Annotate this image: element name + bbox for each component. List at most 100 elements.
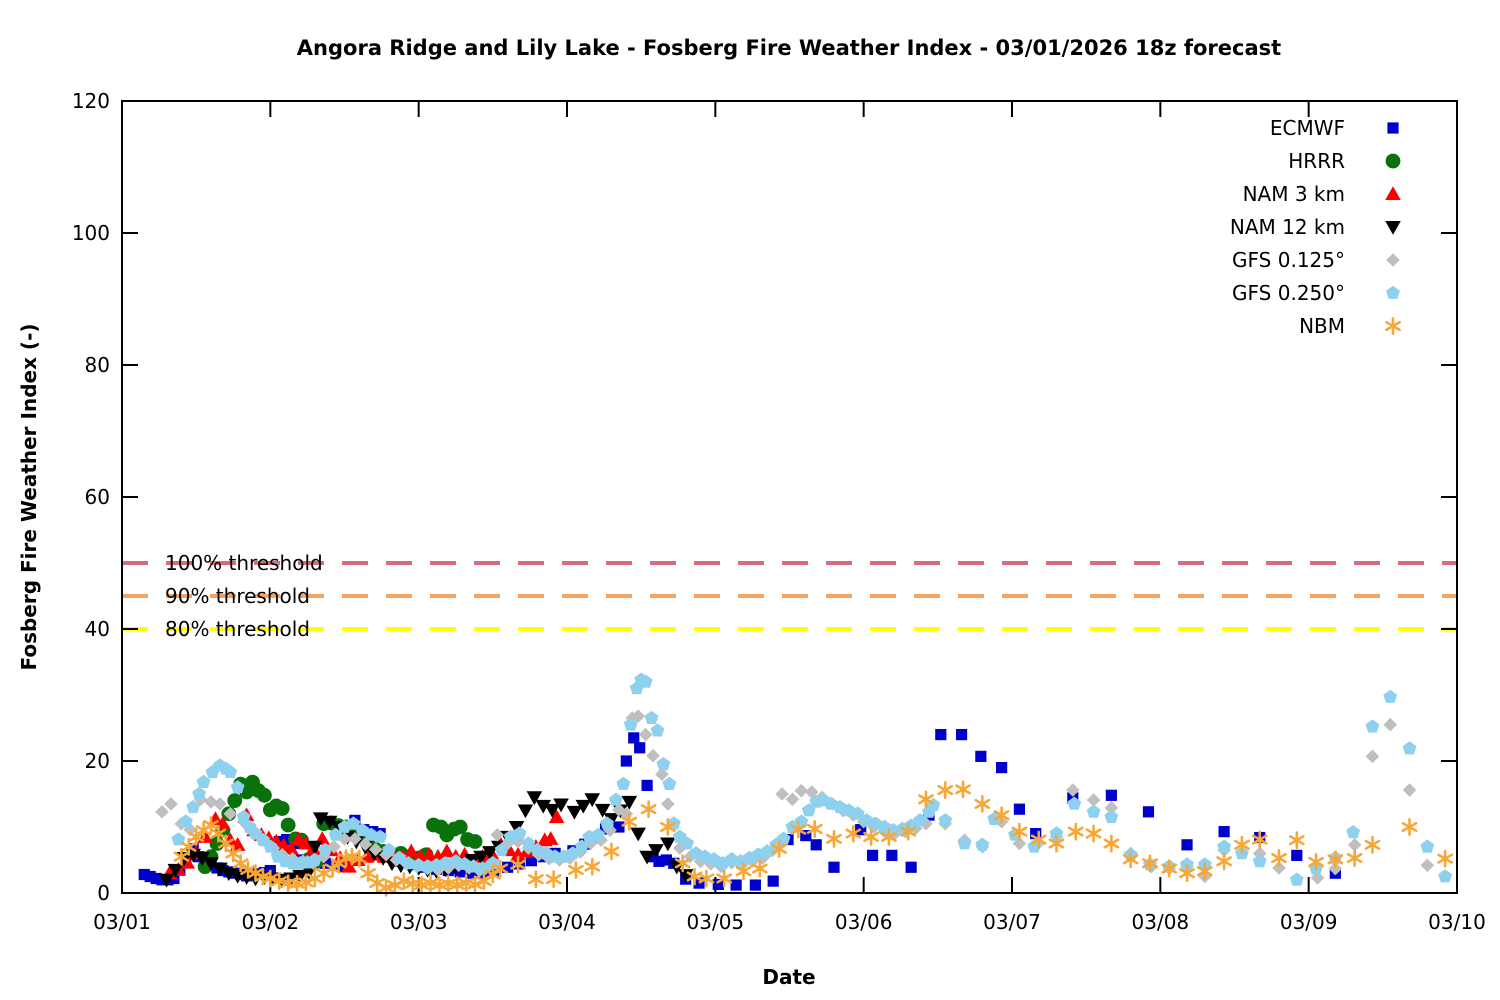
data-point [138, 868, 150, 881]
data-point [1181, 839, 1193, 851]
data-point [644, 710, 659, 724]
data-point [346, 816, 361, 830]
data-point [213, 797, 227, 811]
data-point [1346, 849, 1363, 867]
data-point [771, 839, 787, 858]
data-point [490, 828, 505, 842]
data-point [600, 816, 614, 830]
data-point [369, 874, 386, 892]
data-point [454, 866, 466, 878]
data-point [584, 857, 601, 876]
legend-label-nam-12-km: NAM 12 km [1230, 215, 1345, 239]
data-point [905, 861, 917, 873]
data-point [1030, 830, 1047, 849]
x-tick-label: 03/02 [242, 910, 300, 934]
data-point [828, 861, 840, 873]
data-point [1386, 253, 1400, 267]
data-point [698, 869, 715, 888]
data-point [616, 776, 631, 790]
data-point [566, 805, 583, 820]
data-point [937, 781, 954, 799]
data-point [1308, 853, 1324, 871]
data-point [826, 829, 842, 848]
data-point [1216, 852, 1232, 871]
data-point [735, 862, 752, 881]
data-point [307, 852, 322, 866]
data-point [324, 859, 341, 878]
data-point [223, 807, 238, 821]
data-point [466, 867, 478, 879]
data-point [1013, 803, 1026, 815]
data-point [223, 764, 238, 779]
data-point [674, 854, 691, 873]
data-point [655, 767, 669, 781]
data-point [318, 842, 333, 856]
data-point [1103, 834, 1120, 853]
legend-label-nbm: NBM [1299, 314, 1345, 338]
data-point [492, 859, 509, 878]
y-tick-label: 0 [97, 881, 110, 905]
x-tick-label: 03/10 [1428, 910, 1486, 934]
data-point [263, 839, 278, 853]
data-point [1327, 850, 1344, 869]
data-point [482, 846, 498, 860]
data-point [594, 803, 611, 818]
data-point [850, 806, 865, 820]
x-tick-label: 03/07 [983, 910, 1041, 934]
data-point [1218, 826, 1230, 838]
data-point [1012, 836, 1027, 851]
data-point [1385, 221, 1401, 235]
x-axis-label: Date [762, 965, 815, 989]
data-point [508, 821, 525, 835]
data-point [179, 854, 196, 869]
data-point [307, 840, 323, 855]
data-point [957, 836, 972, 850]
data-point [620, 755, 632, 767]
data-point [225, 844, 242, 863]
data-point [749, 879, 761, 891]
legend: ECMWF HRRR NAM 3 km NAM 12 km GFS 0.125° GFS … [1230, 116, 1401, 338]
data-point [1251, 830, 1268, 849]
x-tick-label: 03/08 [1132, 910, 1190, 934]
data-point [230, 780, 245, 794]
data-point [918, 790, 934, 809]
data-point [648, 844, 664, 858]
legend-label-nam-3-km: NAM 3 km [1243, 182, 1345, 206]
legend-item-ecmwf: ECMWF [1270, 116, 1399, 140]
data-point [452, 819, 468, 835]
data-point [1402, 783, 1417, 797]
data-point [1383, 689, 1398, 703]
data-point [662, 776, 677, 790]
data-point [660, 854, 672, 866]
data-point [545, 870, 562, 889]
data-point [1346, 825, 1361, 839]
data-point [403, 843, 420, 858]
data-point [621, 812, 638, 831]
data-point [1386, 285, 1400, 299]
data-point [863, 828, 879, 846]
data-point [502, 861, 514, 873]
data-point [186, 799, 201, 814]
data-point [217, 834, 234, 853]
data-point [158, 873, 175, 888]
data-point [1402, 741, 1417, 755]
data-point [900, 822, 917, 841]
data-point [183, 822, 198, 837]
data-point [609, 792, 623, 806]
data-point [751, 859, 768, 878]
data-point [1252, 854, 1267, 868]
data-point [319, 857, 331, 869]
data-point [360, 864, 377, 883]
data-point [656, 757, 671, 771]
data-point [395, 872, 412, 891]
data-point [188, 828, 205, 846]
data-point [653, 855, 665, 867]
x-tick-label: 03/05 [687, 910, 745, 934]
x-tick-label: 03/09 [1280, 910, 1338, 934]
data-point [150, 872, 162, 885]
data-point [548, 809, 565, 824]
data-point [996, 762, 1008, 774]
data-point [192, 786, 207, 800]
data-point [194, 852, 210, 866]
